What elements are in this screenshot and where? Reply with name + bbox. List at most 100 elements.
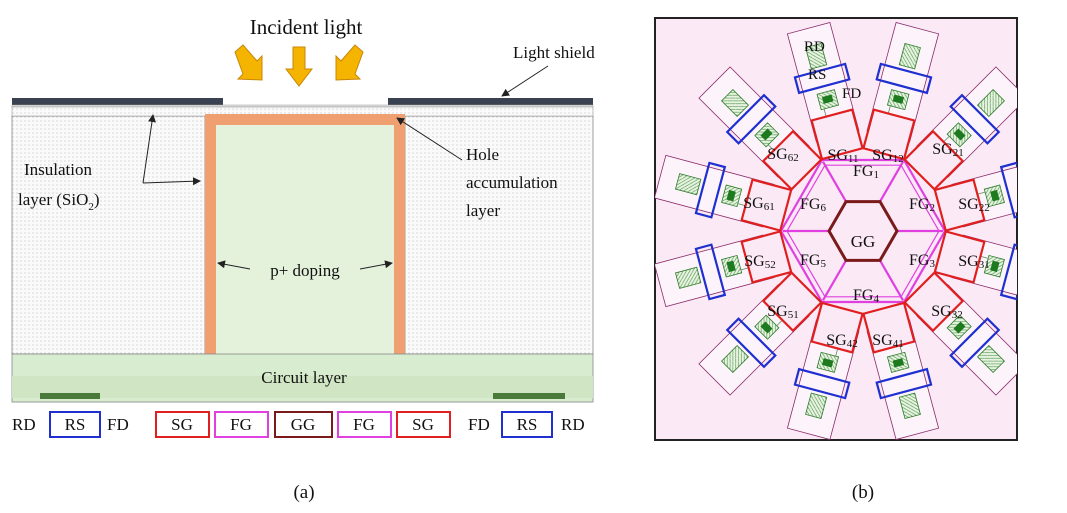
fd-label: FD xyxy=(842,86,861,102)
fd-via xyxy=(953,128,966,141)
sg-label-42: SG42 xyxy=(826,332,857,350)
sg-gate xyxy=(933,178,986,232)
fg-label-5: FG5 xyxy=(800,252,826,270)
rd-right-label: RD xyxy=(561,415,585,434)
sg-label-21: SG21 xyxy=(932,141,963,159)
rs-left-label: RS xyxy=(65,415,86,434)
sg-labels: SG11 SG12 SG21 SG22 SG31 SG32 SG41 SG42 SG51 SG52… xyxy=(743,141,989,350)
incident-light-label: Incident light xyxy=(250,15,363,39)
rs-right-label: RS xyxy=(517,415,538,434)
rs-right-box xyxy=(501,411,553,438)
p-doping-region xyxy=(216,125,394,354)
fd-via xyxy=(760,128,773,141)
fd-via xyxy=(892,94,905,104)
rd-contact xyxy=(721,344,750,373)
fg-labels: FG1 FG2 FG3 FG4 FG5 FG6 xyxy=(800,163,935,305)
panel-a-caption: (a) xyxy=(293,482,314,503)
gate-core xyxy=(740,108,986,354)
light-arrow-right xyxy=(335,44,364,81)
rd-contact xyxy=(898,392,921,420)
hole-pointer xyxy=(396,117,463,161)
rd-contact xyxy=(674,266,702,289)
light-shield-left xyxy=(12,98,223,105)
p-doping-pointer-right xyxy=(359,260,393,270)
fd-via xyxy=(726,260,736,273)
sg-gate xyxy=(810,301,864,354)
fd-via xyxy=(821,94,834,104)
sg-gate xyxy=(740,178,793,232)
sg-label-51: SG51 xyxy=(767,303,798,321)
fd-via xyxy=(990,189,1000,202)
fg-left-label: FG xyxy=(230,415,252,434)
sg-box xyxy=(933,178,986,232)
sg-gate xyxy=(761,271,823,333)
fg-right-label: FG xyxy=(353,415,375,434)
fg-divider xyxy=(879,161,904,203)
circuit-element-right xyxy=(493,393,565,399)
fd-via xyxy=(821,358,834,368)
rd-contact xyxy=(805,392,828,420)
rs-gate xyxy=(694,161,727,219)
p-doping-label: p+ doping xyxy=(270,261,340,280)
rs-gate xyxy=(725,93,777,145)
fg-label-2: FG2 xyxy=(909,196,935,214)
rd-contact xyxy=(1025,267,1050,288)
sg-gate xyxy=(740,230,793,284)
rs-gate xyxy=(793,62,851,95)
insulation-pointer-top xyxy=(142,114,156,184)
sg-box xyxy=(903,271,965,333)
sg-box xyxy=(740,230,793,284)
sg-box xyxy=(761,129,823,191)
sg-box xyxy=(862,108,916,161)
gg-box xyxy=(274,411,333,438)
fg-left-box xyxy=(214,411,269,438)
circuit-layer-label: Circuit layer xyxy=(261,368,347,387)
sg-box xyxy=(862,301,916,354)
sg-label-41: SG41 xyxy=(872,332,903,350)
insulation-block-right xyxy=(404,115,594,355)
rs-gate xyxy=(793,367,851,400)
circuit-element-left xyxy=(40,393,100,399)
fd-via xyxy=(892,358,905,368)
sg-right-label: SG xyxy=(412,415,434,434)
sg-label-61: SG61 xyxy=(743,195,774,213)
panel-b-layout: SG11 SG12 SG21 SG22 SG31 SG32 SG41 SG42 SG51 SG52… xyxy=(654,17,1050,503)
sg-gate xyxy=(933,230,986,284)
sg-right-box xyxy=(396,411,451,438)
fg-right-box xyxy=(337,411,392,438)
sg-box xyxy=(933,230,986,284)
sg-label-11: SG11 xyxy=(827,147,858,165)
fd-via xyxy=(726,189,736,202)
panel-a-cross-section: Incident light Light shield Insulation l… xyxy=(11,15,595,503)
rs-gate xyxy=(875,367,933,400)
insulation-block-left xyxy=(11,115,206,355)
fd-left-label: FD xyxy=(107,415,129,434)
fd-via xyxy=(953,321,966,334)
p-doping-pointer-left xyxy=(217,260,251,270)
bottom-terminal-labels: RD RS FD SG FG GG FG SG FD RS RD xyxy=(12,411,585,438)
rd-contact xyxy=(674,173,702,196)
light-arrow-center xyxy=(284,46,314,87)
rd-contact xyxy=(898,42,921,70)
sg-label-12: SG12 xyxy=(872,147,903,165)
sg-box xyxy=(740,178,793,232)
light-shield-pointer xyxy=(501,65,549,97)
rs-gate xyxy=(949,317,1001,369)
sg-label-31: SG31 xyxy=(958,253,989,271)
sg-box xyxy=(761,271,823,333)
hole-label-line3: layer xyxy=(466,201,500,220)
fg-label-3: FG3 xyxy=(909,252,935,270)
fg-label-1: FG1 xyxy=(853,163,879,181)
light-shield-label: Light shield xyxy=(513,43,595,62)
rd-contact xyxy=(1025,174,1050,195)
rd-contact xyxy=(805,42,828,70)
sg-label-22: SG22 xyxy=(958,196,989,214)
sg-box xyxy=(903,129,965,191)
rs-gate xyxy=(875,62,933,95)
rs-label: RS xyxy=(808,67,826,83)
panel-b-caption: (b) xyxy=(852,482,874,503)
sg-box xyxy=(810,108,864,161)
rs-gate xyxy=(694,243,727,301)
sg-left-box xyxy=(155,411,210,438)
